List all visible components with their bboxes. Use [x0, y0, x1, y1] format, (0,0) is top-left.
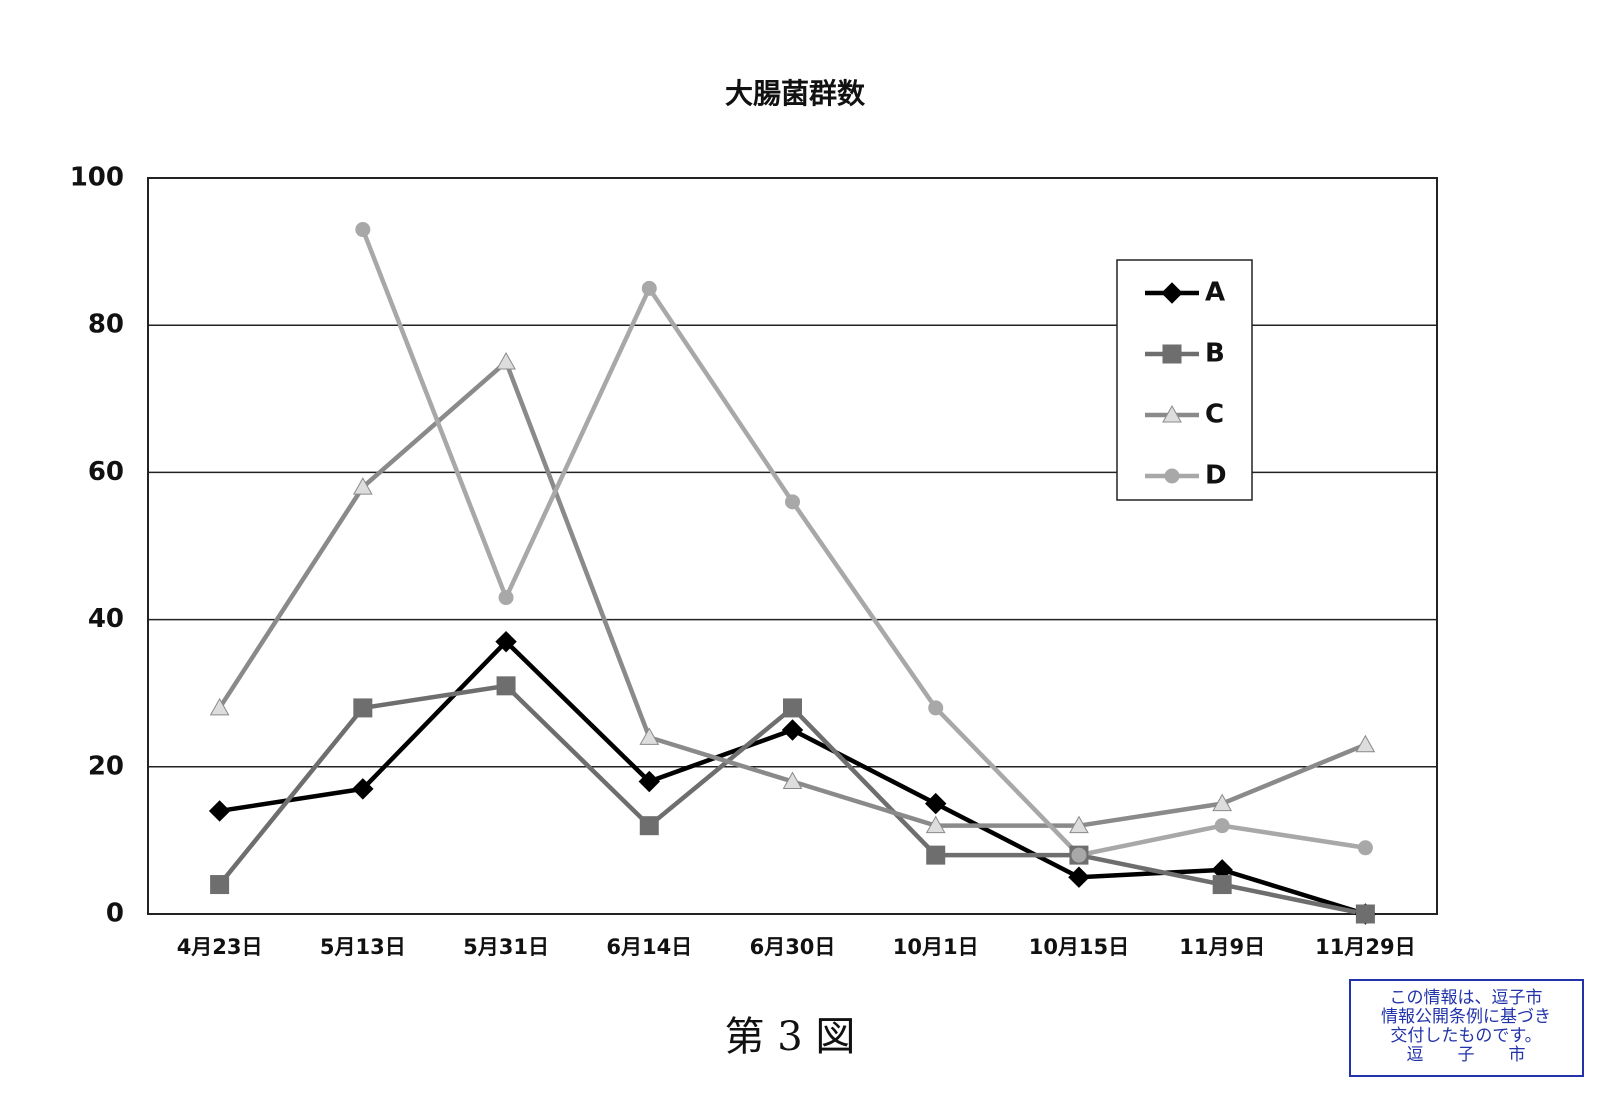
data-point — [641, 280, 657, 296]
data-point — [1212, 793, 1233, 812]
legend-label: C — [1205, 400, 1224, 430]
x-tick-label: 4月23日 — [177, 935, 263, 959]
data-point — [210, 875, 230, 895]
y-tick-label: 60 — [88, 457, 124, 487]
x-tick-label: 5月13日 — [320, 935, 406, 959]
legend-marker — [1164, 468, 1180, 484]
data-point — [1212, 875, 1232, 895]
data-point — [1355, 904, 1375, 924]
data-point — [925, 815, 946, 834]
y-tick-label: 0 — [106, 899, 124, 929]
data-point — [783, 698, 802, 718]
data-point — [785, 494, 800, 510]
data-point — [1068, 866, 1090, 888]
x-tick-label: 6月14日 — [606, 935, 692, 959]
stamp-line: この情報は、逗子市 — [1390, 988, 1543, 1008]
data-point — [353, 698, 373, 718]
data-point — [1214, 818, 1230, 834]
data-point — [639, 816, 659, 836]
chart-title: 大腸菌群数 — [725, 77, 866, 110]
data-point — [495, 630, 517, 653]
data-point — [926, 845, 946, 865]
series-line — [360, 228, 1366, 858]
data-point — [355, 222, 371, 238]
stamp-box — [1349, 979, 1584, 1077]
y-tick-label: 100 — [70, 163, 124, 193]
legend-marker — [1162, 344, 1182, 364]
x-tick-label: 10月1日 — [893, 935, 979, 959]
x-tick-label: 11月29日 — [1315, 935, 1415, 959]
data-point — [1357, 840, 1373, 856]
data-point — [496, 676, 516, 696]
legend-label: B — [1205, 339, 1225, 369]
data-point — [781, 719, 804, 741]
data-point — [638, 770, 660, 793]
data-point — [496, 351, 516, 370]
figure-label: 第 3 図 — [725, 1014, 856, 1060]
legend-label: D — [1205, 461, 1227, 491]
y-tick-label: 20 — [88, 751, 124, 781]
x-tick-label: 11月9日 — [1179, 935, 1265, 959]
data-point — [1071, 847, 1087, 863]
data-point — [498, 590, 514, 606]
legend: A B C D — [1116, 259, 1253, 501]
data-point — [209, 697, 230, 716]
data-point — [928, 700, 944, 716]
data-point — [639, 727, 660, 745]
data-point — [782, 771, 803, 790]
data-point — [208, 800, 231, 822]
data-point — [352, 477, 373, 495]
stamp-line: 交付したものです。 — [1390, 1026, 1541, 1046]
x-tick-label: 10月15日 — [1029, 935, 1129, 959]
data-point — [925, 792, 947, 815]
data-point — [352, 778, 374, 800]
legend-label: A — [1205, 278, 1225, 308]
stamp-line: 逗 子 市 — [1407, 1045, 1526, 1065]
legend-marker — [1162, 404, 1182, 423]
y-tick-label: 40 — [88, 604, 124, 634]
legend-marker — [1161, 282, 1183, 304]
x-tick-label: 5月31日 — [463, 935, 549, 959]
data-point — [1355, 734, 1376, 753]
legend-box — [1116, 259, 1253, 501]
y-tick-label: 80 — [88, 310, 124, 340]
data-point — [1069, 815, 1089, 834]
x-tick-label: 6月30日 — [750, 935, 836, 959]
stamp-line: 情報公開条例に基づき — [1381, 1007, 1551, 1027]
